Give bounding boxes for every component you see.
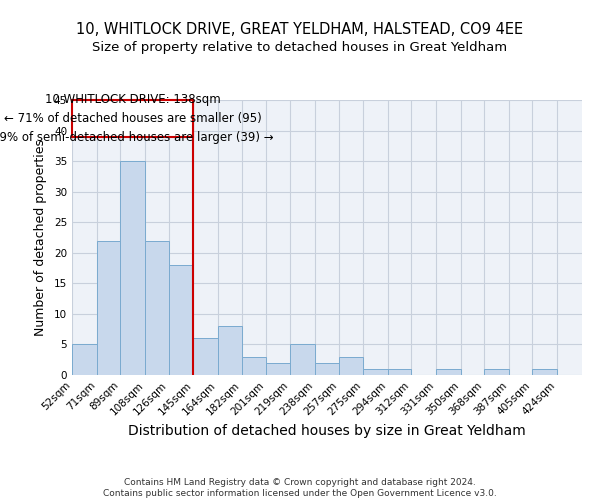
- Bar: [120, 161, 145, 375]
- Text: Size of property relative to detached houses in Great Yeldham: Size of property relative to detached ho…: [92, 41, 508, 54]
- Bar: [340, 356, 363, 375]
- Text: Contains HM Land Registry data © Crown copyright and database right 2024.
Contai: Contains HM Land Registry data © Crown c…: [103, 478, 497, 498]
- Bar: [363, 369, 388, 375]
- FancyBboxPatch shape: [72, 100, 193, 136]
- Bar: [532, 369, 557, 375]
- Bar: [145, 240, 169, 375]
- Bar: [218, 326, 242, 375]
- Y-axis label: Number of detached properties: Number of detached properties: [34, 139, 47, 336]
- Bar: [266, 363, 290, 375]
- Bar: [193, 338, 218, 375]
- Bar: [169, 265, 193, 375]
- Text: 10 WHITLOCK DRIVE: 138sqm
← 71% of detached houses are smaller (95)
29% of semi-: 10 WHITLOCK DRIVE: 138sqm ← 71% of detac…: [0, 93, 274, 144]
- Text: 10, WHITLOCK DRIVE, GREAT YELDHAM, HALSTEAD, CO9 4EE: 10, WHITLOCK DRIVE, GREAT YELDHAM, HALST…: [76, 22, 524, 38]
- Bar: [97, 240, 120, 375]
- Bar: [484, 369, 509, 375]
- Bar: [436, 369, 461, 375]
- Bar: [72, 344, 97, 375]
- Bar: [242, 356, 266, 375]
- Bar: [388, 369, 411, 375]
- Bar: [314, 363, 340, 375]
- Bar: [290, 344, 314, 375]
- X-axis label: Distribution of detached houses by size in Great Yeldham: Distribution of detached houses by size …: [128, 424, 526, 438]
